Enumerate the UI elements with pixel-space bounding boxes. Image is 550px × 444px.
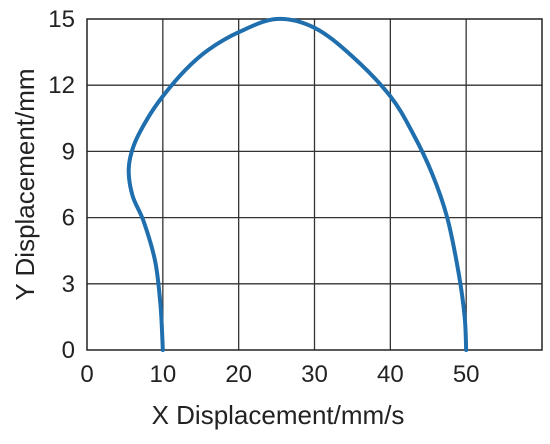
tick-labels: 0 10 20 30 40 50 0 3 6 9 12 15 — [48, 6, 479, 388]
y-tick-label: 9 — [62, 138, 75, 165]
y-tick-label: 3 — [62, 271, 75, 298]
x-tick-label: 50 — [453, 361, 480, 388]
y-tick-label: 12 — [48, 72, 75, 99]
x-tick-label: 20 — [225, 361, 252, 388]
chart-grid — [87, 19, 542, 350]
x-axis-label: X Displacement/mm/s — [152, 400, 405, 430]
x-tick-label: 40 — [377, 361, 404, 388]
x-tick-label: 30 — [301, 361, 328, 388]
y-tick-label: 0 — [62, 337, 75, 364]
y-axis-label: Y Displacement/mm — [10, 68, 40, 300]
x-tick-label: 10 — [149, 361, 176, 388]
y-tick-label: 15 — [48, 6, 75, 33]
x-tick-label: 0 — [80, 361, 93, 388]
y-tick-label: 6 — [62, 205, 75, 232]
series-line — [126, 16, 469, 352]
plot-frame — [86, 18, 543, 351]
